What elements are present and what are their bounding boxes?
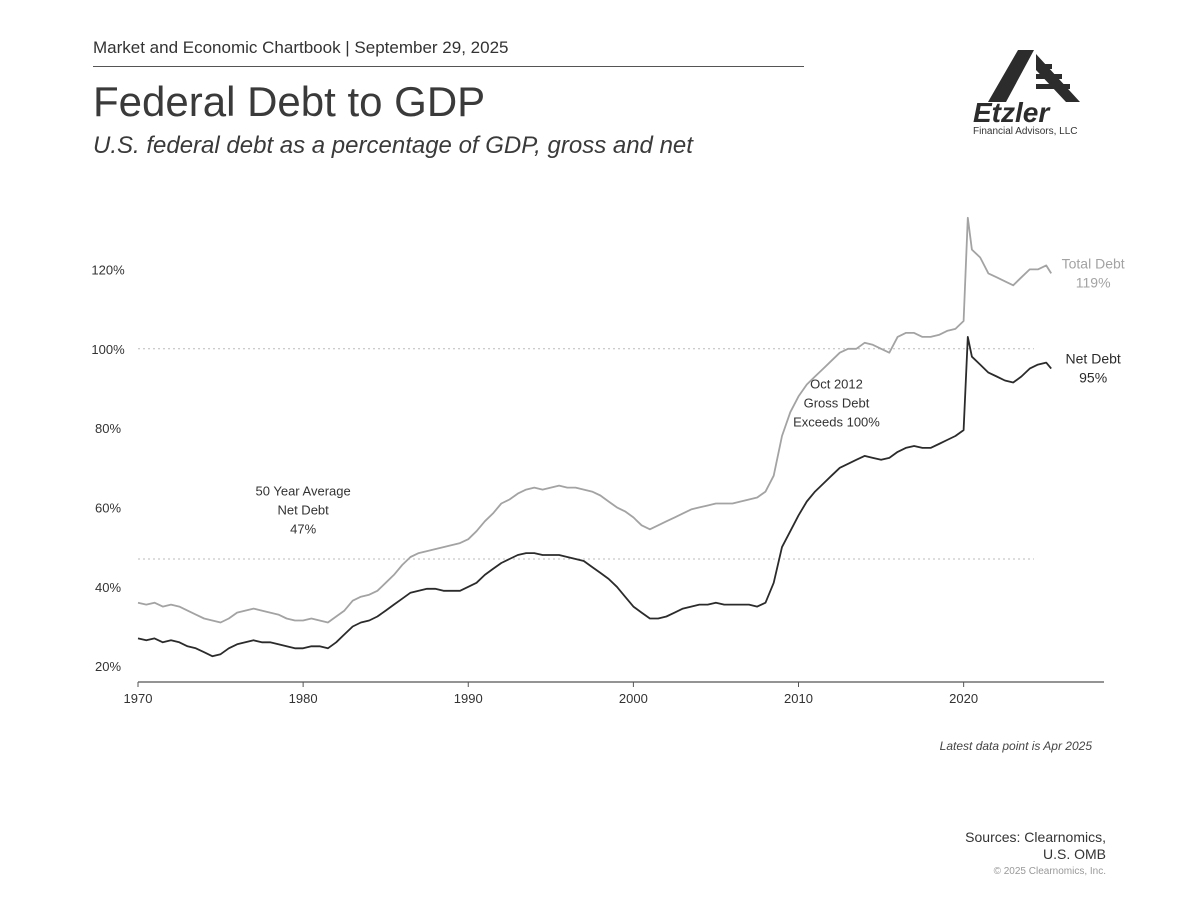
chart-series — [137, 216, 1052, 658]
y-tick-label: 100% — [91, 342, 125, 357]
chart-axes: 1970 1980 1990 2000 2010 2020 20% 40% 60% 80% 100%… — [91, 262, 1104, 706]
header-rule — [93, 66, 804, 67]
total-debt-label: Total Debt — [1062, 255, 1125, 271]
total-debt-line — [137, 216, 1052, 624]
sources-line-2: U.S. OMB — [1042, 846, 1106, 862]
etzler-logo-mark — [988, 50, 1080, 102]
y-tick-label: 20% — [95, 659, 121, 674]
chart-labels: Total Debt 119% Net Debt 95% 50 Year Average… — [256, 255, 1125, 536]
net-debt-label: Net Debt — [1066, 351, 1121, 367]
net-debt-line — [137, 336, 1052, 658]
page-subtitle: U.S. federal debt as a percentage of GDP… — [93, 132, 693, 159]
sources: Sources: Clearnomics, U.S. OMB — [965, 829, 1106, 863]
avg-annotation-line: 50 Year Average — [256, 484, 351, 499]
x-tick-label: 2000 — [619, 691, 648, 706]
x-tick-label: 1970 — [124, 691, 153, 706]
x-tick-label: 1990 — [454, 691, 483, 706]
y-tick-label: 40% — [95, 580, 121, 595]
avg-annotation-line: 47% — [290, 522, 316, 537]
oct2012-annotation-line: Exceeds 100% — [793, 414, 880, 429]
chartbook-header: Market and Economic Chartbook | Septembe… — [93, 38, 509, 57]
y-tick-label: 60% — [95, 500, 121, 515]
x-tick-label: 2010 — [784, 691, 813, 706]
copyright: © 2025 Clearnomics, Inc. — [993, 866, 1106, 877]
logo-subtitle: Financial Advisors, LLC — [973, 126, 1078, 137]
total-debt-value-label: 119% — [1076, 274, 1111, 290]
latest-data-note: Latest data point is Apr 2025 — [939, 739, 1092, 753]
y-tick-label: 120% — [91, 262, 125, 277]
x-tick-label: 1980 — [289, 691, 318, 706]
oct2012-annotation-line: Oct 2012 — [810, 376, 863, 391]
avg-annotation-line: Net Debt — [277, 503, 329, 518]
oct2012-annotation-line: Gross Debt — [804, 395, 870, 410]
net-debt-value-label: 95% — [1079, 370, 1107, 386]
logo-name: Etzler — [973, 97, 1050, 128]
y-tick-label: 80% — [95, 421, 121, 436]
page-title: Federal Debt to GDP — [93, 78, 486, 125]
x-tick-label: 2020 — [949, 691, 978, 706]
chart-grid — [138, 348, 1034, 560]
sources-line-1: Sources: Clearnomics, — [965, 829, 1106, 845]
